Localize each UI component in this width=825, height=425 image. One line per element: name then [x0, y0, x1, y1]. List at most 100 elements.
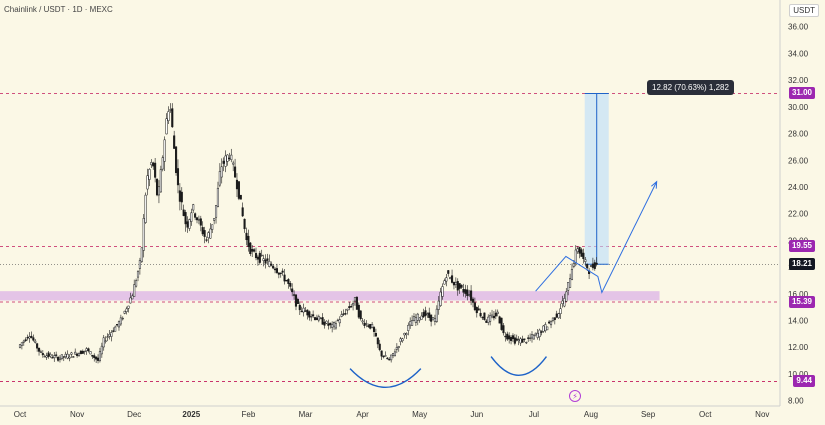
candle-body	[557, 313, 560, 319]
candle-body	[167, 111, 170, 121]
candle-body	[57, 356, 60, 361]
candle-body	[165, 118, 168, 135]
candle-body	[422, 312, 425, 318]
candle-body	[234, 166, 237, 178]
candle-body	[142, 218, 145, 251]
candle-body	[323, 321, 326, 326]
candle-body	[100, 345, 103, 355]
candle-body	[77, 353, 81, 356]
candle-body	[294, 294, 298, 307]
candle-body	[249, 242, 252, 255]
candle-body	[527, 337, 530, 339]
candle-body	[544, 324, 547, 331]
candle-body	[492, 315, 495, 319]
y-tick-label: 8.00	[788, 397, 804, 406]
candle-body	[266, 258, 269, 261]
candle-body	[178, 190, 181, 202]
candle-body	[431, 317, 435, 321]
candle-body	[336, 319, 339, 322]
candle-body	[283, 274, 286, 282]
candle-body	[403, 332, 406, 336]
candle-body	[449, 277, 452, 280]
candle-body	[41, 353, 44, 356]
candle-body	[209, 228, 212, 239]
y-tick-label: 12.00	[788, 343, 809, 352]
candle-body	[89, 351, 92, 355]
candle-body	[508, 335, 511, 340]
candle-body	[188, 219, 191, 229]
candle-body	[372, 327, 376, 332]
candle-body	[490, 314, 494, 318]
candle-body	[262, 258, 265, 261]
x-tick-label: Jun	[470, 410, 483, 419]
candle-body	[129, 297, 132, 304]
candle-body	[60, 354, 63, 359]
candle-body	[51, 357, 54, 359]
candle-body	[186, 221, 189, 228]
x-tick-label: Dec	[127, 410, 141, 419]
candle-body	[445, 277, 448, 282]
currency-button[interactable]: USDT	[789, 4, 819, 17]
candle-body	[127, 305, 130, 309]
candle-body	[569, 278, 572, 288]
candle-body	[481, 316, 484, 319]
candle-body	[104, 340, 107, 342]
flash-icon[interactable]: ⚡	[569, 390, 581, 402]
candle-body	[325, 320, 328, 324]
candle-body	[443, 280, 446, 285]
candle-body	[157, 186, 160, 196]
candle-body	[586, 263, 589, 269]
candle-body	[207, 232, 210, 239]
candle-body	[22, 340, 25, 343]
y-tick-label: 16.00	[788, 290, 809, 299]
x-tick-label: Jul	[529, 410, 539, 419]
candle-body	[169, 109, 172, 111]
candle-body	[148, 169, 151, 180]
candle-body	[87, 348, 90, 352]
candle-body	[237, 181, 240, 199]
candle-body	[510, 337, 513, 341]
candle-body	[49, 354, 52, 357]
candle-body	[218, 171, 221, 186]
candle-body	[549, 321, 553, 326]
projection-arrowhead	[651, 180, 658, 189]
candle-body	[580, 249, 583, 257]
candle-body	[327, 323, 330, 326]
candle-body	[430, 314, 433, 322]
candle-body	[420, 315, 423, 320]
candle-body	[414, 317, 417, 323]
candle-body	[123, 310, 126, 314]
candle-body	[426, 313, 429, 315]
price-badge: 9.44	[793, 375, 815, 388]
candle-body	[55, 354, 58, 356]
price-badge: 19.55	[788, 240, 815, 253]
candle-body	[487, 316, 490, 323]
candle-body	[205, 239, 208, 241]
candle-body	[140, 247, 143, 262]
candle-body	[138, 260, 141, 269]
candle-body	[378, 343, 381, 350]
candle-body	[470, 290, 473, 301]
candle-body	[95, 356, 98, 360]
candle-body	[285, 280, 288, 282]
candle-body	[424, 310, 427, 317]
candle-body	[530, 334, 534, 339]
candle-body	[279, 272, 282, 275]
candle-body	[342, 313, 345, 315]
candle-body	[119, 317, 122, 325]
candle-body	[72, 356, 75, 358]
candle-body	[471, 298, 475, 303]
candle-body	[110, 332, 113, 337]
candle-body	[578, 246, 581, 254]
candle-body	[24, 339, 27, 342]
candle-body	[483, 312, 486, 320]
candle-body	[289, 283, 292, 287]
candle-body	[155, 178, 159, 196]
candle-body	[359, 310, 362, 320]
candle-body	[272, 265, 275, 269]
candle-body	[416, 313, 419, 321]
x-tick-label: Sep	[641, 410, 656, 419]
candle-body	[494, 312, 497, 317]
candle-body	[397, 346, 400, 348]
candle-body	[315, 317, 318, 321]
